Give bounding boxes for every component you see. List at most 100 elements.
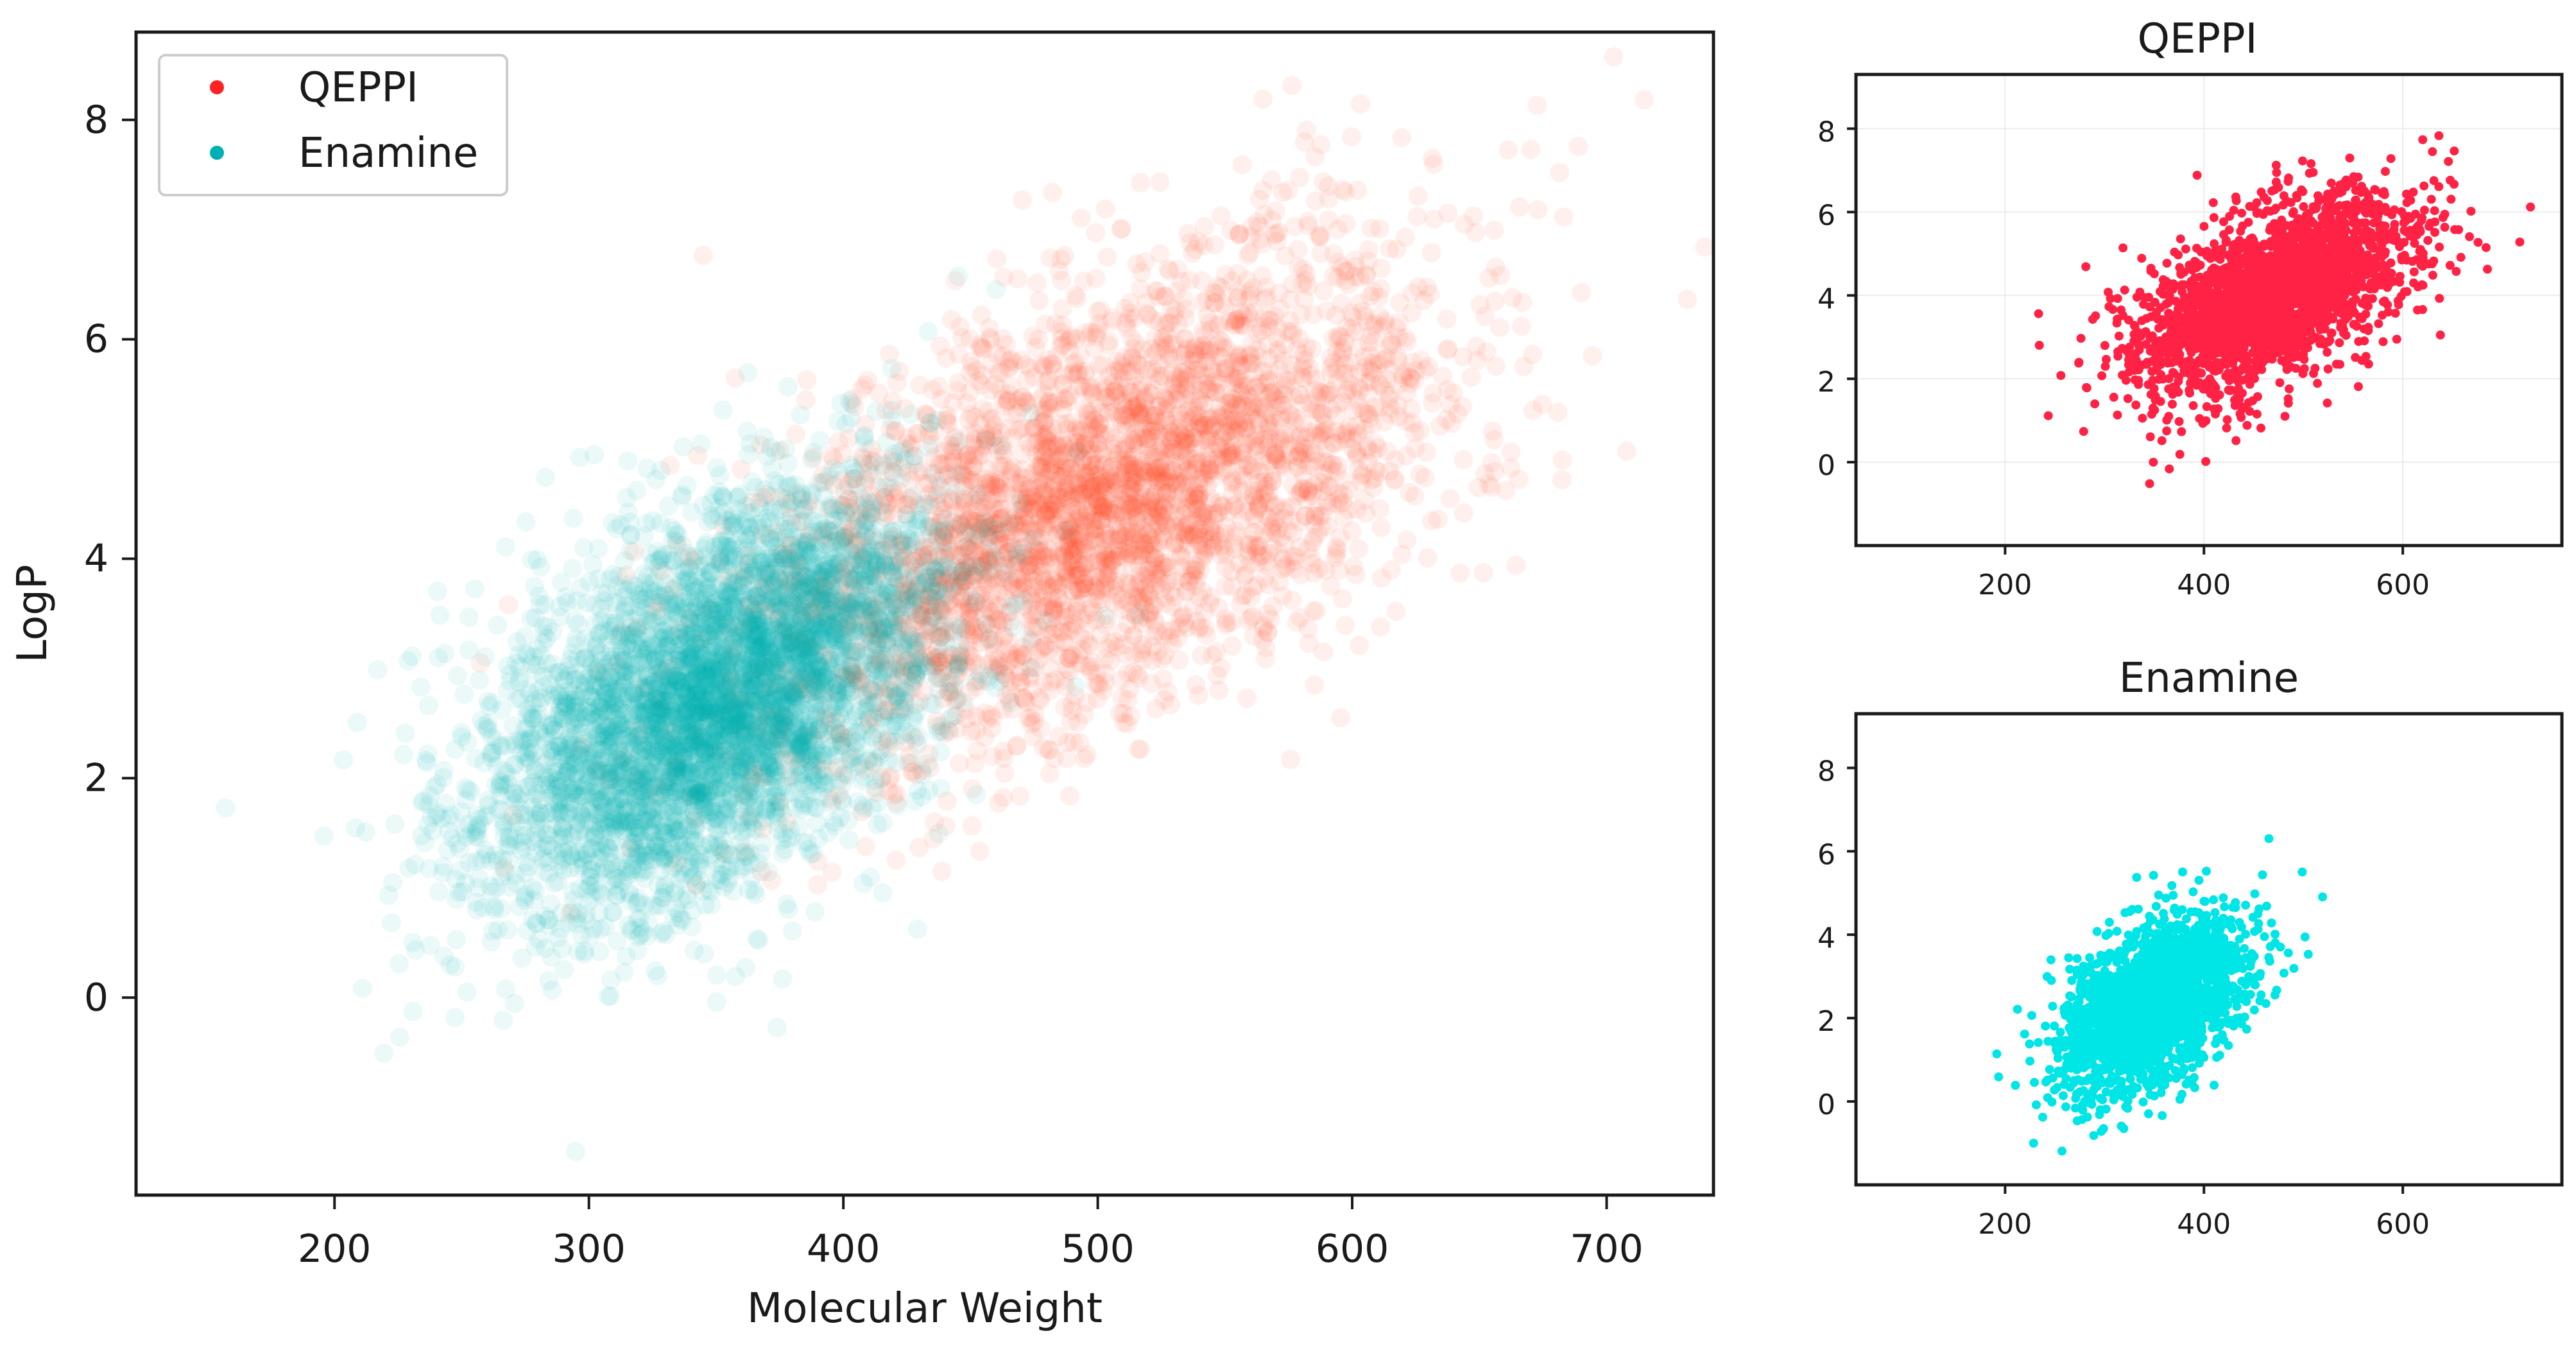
qeppi-data-point — [1013, 596, 1033, 616]
qeppi-data-point — [1207, 435, 1227, 454]
qeppi-data-point — [1174, 483, 1194, 503]
qeppi-data-point — [1635, 90, 1654, 110]
qeppi-data-point — [982, 549, 1001, 569]
qeppi-data-point — [879, 687, 898, 707]
qeppi-data-point — [1296, 506, 1316, 526]
qeppi-data-point — [1025, 704, 1045, 724]
qeppi-data-point — [1041, 399, 1060, 418]
qeppi-data-point — [1339, 500, 1359, 520]
qeppi-data-point — [1257, 551, 1277, 571]
qeppi-data-point — [757, 485, 777, 504]
qeppi-data-point — [1345, 250, 1365, 270]
qeppi-data-point — [1328, 220, 1348, 239]
enamine-data-point — [947, 465, 966, 484]
qeppi-data-point — [1144, 380, 1163, 400]
qeppi-data-point — [1155, 287, 1175, 307]
qeppi-data-point — [1181, 418, 1200, 438]
qeppi-data-point — [961, 405, 981, 425]
qeppi-data-point — [822, 862, 842, 882]
qeppi-data-point — [1006, 555, 1026, 575]
qeppi-data-point — [1271, 527, 1291, 547]
qeppi-data-point — [1020, 568, 1040, 588]
qeppi-data-point — [1171, 547, 1191, 567]
qeppi-data-point — [781, 633, 801, 653]
qeppi-data-point — [1210, 347, 1229, 366]
qeppi-data-point — [1029, 291, 1049, 311]
qeppi-data-point — [1065, 286, 1085, 306]
qeppi-data-point — [1231, 594, 1250, 614]
qeppi-data-point — [1450, 563, 1470, 583]
qeppi-data-point — [1421, 511, 1441, 531]
qeppi-data-point — [1355, 420, 1375, 440]
qeppi-data-point — [1189, 685, 1208, 705]
qeppi-data-point — [1221, 221, 1241, 241]
qeppi-data-point — [1057, 562, 1077, 582]
qeppi-data-point — [1085, 339, 1104, 359]
qeppi-data-point — [1178, 460, 1198, 480]
qeppi-data-point — [990, 380, 1010, 399]
qeppi-data-point — [1043, 504, 1063, 524]
qeppi-data-point — [1067, 500, 1087, 520]
qeppi-data-point — [1211, 278, 1231, 298]
qeppi-data-point — [1178, 339, 1198, 359]
qeppi-data-point — [1192, 468, 1212, 488]
qeppi-data-point — [1305, 191, 1325, 211]
qeppi-data-point — [1511, 316, 1531, 336]
qeppi-data-point — [1282, 424, 1301, 444]
enamine-data-point — [710, 465, 730, 485]
qeppi-data-point — [1288, 240, 1308, 260]
qeppi-data-point — [1213, 384, 1233, 404]
qeppi-data-point — [1380, 390, 1400, 409]
qeppi-data-point — [1113, 703, 1133, 723]
qeppi-data-point — [1330, 528, 1350, 547]
qeppi-data-point — [1156, 574, 1176, 594]
qeppi-data-point — [1087, 567, 1107, 587]
qeppi-data-point — [1106, 517, 1126, 537]
qeppi-data-point — [1274, 428, 1294, 448]
qeppi-data-point — [1155, 689, 1174, 709]
qeppi-data-point — [1095, 530, 1114, 549]
qeppi-data-point — [1036, 513, 1056, 533]
qeppi-data-point — [1755, 163, 1774, 182]
qeppi-data-point — [994, 741, 1013, 761]
qeppi-data-point — [1229, 414, 1249, 434]
qeppi-data-point — [1166, 300, 1186, 320]
qeppi-data-point — [1008, 420, 1028, 440]
qeppi-data-point — [1086, 223, 1106, 243]
enamine-data-point — [411, 677, 431, 697]
qeppi-data-point — [866, 646, 886, 666]
qeppi-data-point — [1340, 417, 1359, 436]
qeppi-data-point — [1509, 469, 1529, 489]
qeppi-data-point — [1176, 436, 1196, 456]
qeppi-data-point — [1130, 404, 1150, 424]
qeppi-data-point — [896, 590, 916, 610]
qeppi-data-point — [1405, 423, 1425, 443]
qeppi-data-point — [1046, 472, 1066, 492]
qeppi-data-point — [823, 531, 843, 551]
enamine-data-point — [990, 436, 1010, 456]
qeppi-data-point — [995, 456, 1015, 476]
qeppi-data-point — [1238, 385, 1258, 405]
qeppi-data-point — [1369, 288, 1389, 307]
qeppi-data-point — [1296, 120, 1316, 140]
qeppi-data-point — [1169, 617, 1189, 637]
qeppi-data-point — [1294, 479, 1314, 499]
qeppi-data-point — [1035, 315, 1055, 334]
qeppi-data-point — [1308, 524, 1328, 544]
qeppi-data-point — [1254, 308, 1274, 328]
qeppi-data-point — [1548, 402, 1568, 422]
qeppi-data-point — [1217, 448, 1236, 468]
qeppi-data-point — [1342, 127, 1362, 147]
qeppi-data-point — [1049, 392, 1069, 411]
qeppi-data-point — [1237, 689, 1257, 708]
qeppi-data-point — [1142, 420, 1162, 440]
qeppi-data-point — [949, 754, 969, 773]
qeppi-data-point — [690, 782, 710, 802]
qeppi-data-point — [1454, 503, 1473, 522]
qeppi-data-point — [980, 327, 1000, 347]
enamine-data-point — [216, 798, 236, 818]
qeppi-data-point — [1473, 563, 1493, 583]
qeppi-data-point — [1198, 476, 1217, 496]
qeppi-data-point — [1051, 249, 1071, 269]
qeppi-data-point — [993, 569, 1013, 589]
